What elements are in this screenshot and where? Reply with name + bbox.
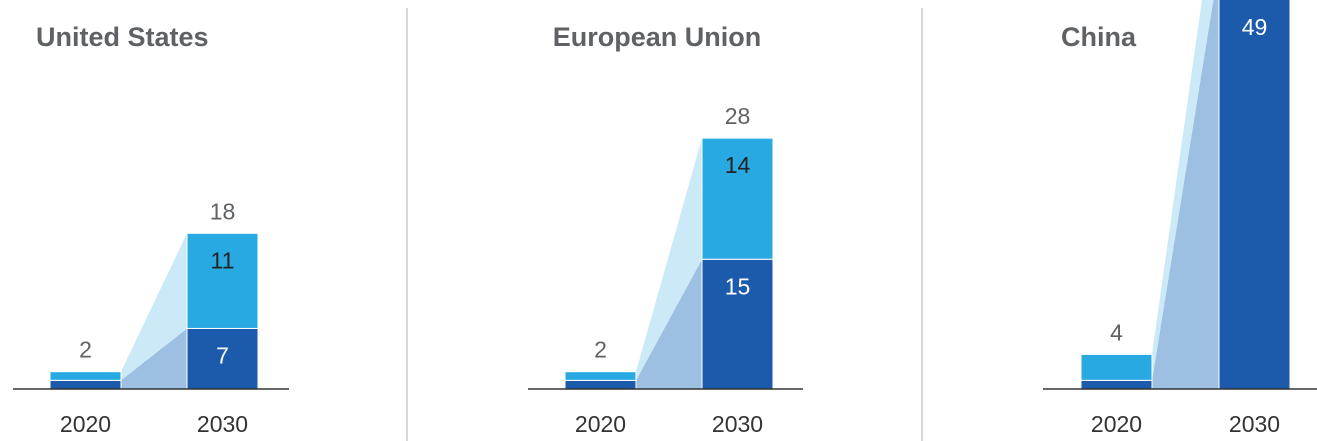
bar-united-states-2020-dark	[49, 379, 122, 390]
data-label-united-states-2030-dark: 7	[216, 342, 229, 368]
data-label-united-states-2030-light: 11	[211, 247, 235, 273]
panel-title-european-union: European Union	[553, 22, 762, 52]
bar-china-2020-dark	[1080, 379, 1153, 390]
connector-european-union-light	[636, 138, 702, 381]
bar-european-union-2030-dark	[701, 258, 774, 390]
tick-label-china-2030: 2030	[1229, 411, 1280, 437]
bar-china-2030-dark	[1218, 0, 1291, 390]
connector-united-states-dark	[121, 328, 187, 389]
connector-china-dark	[1152, 0, 1219, 389]
tick-label-china-2020: 2020	[1091, 411, 1142, 437]
bar-european-union-2020-dark	[564, 379, 637, 390]
panel-title-china: China	[1061, 22, 1137, 52]
connector-united-states-light	[121, 233, 187, 381]
tick-label-united-states-2030: 2030	[197, 411, 248, 437]
data-label-china-2030-dark: 49	[1242, 14, 1268, 40]
tick-label-united-states-2020: 2020	[60, 411, 111, 437]
total-label-united-states-2030: 18	[210, 198, 236, 224]
total-label-china-2020: 4	[1110, 319, 1123, 345]
panel-title-united-states: United States	[36, 22, 209, 52]
bar-united-states-2030-dark	[186, 327, 259, 390]
total-label-european-union-2020: 2	[594, 337, 607, 363]
connector-china-light	[1152, 0, 1214, 381]
bar-united-states-2020-light	[49, 371, 122, 381]
total-label-european-union-2030: 28	[725, 103, 751, 129]
connector-european-union-dark	[636, 259, 702, 389]
bar-china-2020-light	[1080, 353, 1153, 381]
data-label-european-union-2030-dark: 15	[725, 273, 751, 299]
bar-european-union-2020-light	[564, 371, 637, 381]
total-label-united-states-2020: 2	[79, 337, 92, 363]
bar-united-states-2030-light	[186, 232, 259, 329]
tick-label-european-union-2020: 2020	[575, 411, 626, 437]
tick-label-european-union-2030: 2030	[712, 411, 763, 437]
bar-european-union-2030-light	[701, 137, 774, 260]
data-label-european-union-2030-light: 14	[725, 152, 751, 178]
